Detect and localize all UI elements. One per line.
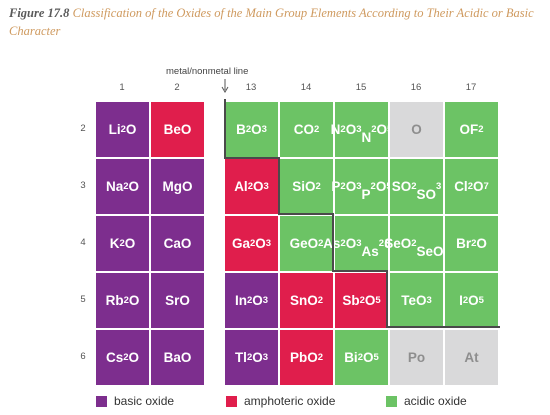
oxide-cell: Al 2 O 3 [224, 158, 279, 215]
oxide-cell: P2O3P2O5 [331, 158, 392, 215]
group-label: 2 [174, 82, 180, 93]
oxide-cell: As2O3As2O5 [323, 215, 400, 272]
legend-label: acidic oxide [404, 394, 467, 408]
oxide-cell: Cl 2 O 7 [444, 158, 499, 215]
group-label: 14 [300, 82, 312, 93]
oxide-cell: Rb 2 O [95, 272, 150, 329]
oxide-cell: OF 2 [444, 101, 499, 158]
metal-nonmetal-line [278, 157, 280, 215]
metal-nonmetal-line [386, 326, 500, 328]
oxide-cell: Ga 2 O 3 [224, 215, 279, 272]
oxide-cell: SrO [150, 272, 205, 329]
oxide-cell: In 2 O 3 [224, 272, 279, 329]
metal-nonmetal-line [278, 213, 334, 215]
oxide-cell: Li 2 O [95, 101, 150, 158]
oxide-cell: TeO 3 [389, 272, 444, 329]
legend-swatch [386, 395, 397, 407]
group-label: 1 [119, 82, 125, 93]
oxide-cell: BeO [150, 101, 205, 158]
oxide-cell: BaO [150, 329, 205, 386]
oxide-cell: SO 2 SO 3 [389, 158, 444, 215]
period-label: 5 [80, 294, 86, 305]
legend-swatch [96, 395, 107, 407]
group-label: 17 [465, 82, 477, 93]
metal-nonmetal-line [224, 157, 280, 159]
oxide-cell: Cs 2 O [95, 329, 150, 386]
legend-item: acidic oxide [386, 394, 467, 408]
oxide-cell: Po [389, 329, 444, 386]
oxide-cell: Sb 2 O 5 [334, 272, 389, 329]
oxide-cell: O [389, 101, 444, 158]
figure-number: Figure 17.8 [9, 6, 70, 20]
metal-nonmetal-label: metal/nonmetal line [166, 66, 249, 77]
oxide-cell: Na 2 O [95, 158, 150, 215]
metal-nonmetal-line [386, 270, 388, 328]
oxide-cell: GeO 2 [279, 215, 334, 272]
period-label: 4 [80, 237, 86, 248]
oxide-cell: Br 2 O [444, 215, 499, 272]
oxide-cell: CaO [150, 215, 205, 272]
legend-item: amphoteric oxide [226, 394, 335, 408]
legend-item: basic oxide [96, 394, 174, 408]
period-label: 3 [80, 180, 86, 191]
oxide-cell: Tl 2 O 3 [224, 329, 279, 386]
oxide-cell: SiO 2 [279, 158, 334, 215]
period-label: 6 [80, 351, 86, 362]
oxide-cell: Bi 2 O 5 [334, 329, 389, 386]
metal-nonmetal-line [332, 270, 388, 272]
oxide-cell: SnO 2 [279, 272, 334, 329]
legend-swatch [226, 395, 237, 407]
period-label: 2 [80, 123, 86, 134]
down-arrow-icon [221, 79, 229, 93]
group-label: 13 [245, 82, 257, 93]
group-label: 15 [355, 82, 367, 93]
oxide-cell: PbO 2 [279, 329, 334, 386]
oxide-cell: N2O3N2O5 [331, 101, 392, 158]
group-label: 16 [410, 82, 422, 93]
legend-label: amphoteric oxide [244, 394, 336, 408]
oxide-cell: At [444, 329, 499, 386]
oxide-cell: CO 2 [279, 101, 334, 158]
legend-label: basic oxide [114, 394, 175, 408]
figure-caption: Figure 17.8 Classification of the Oxides… [9, 4, 549, 40]
metal-nonmetal-line [224, 99, 226, 159]
figure-title: Classification of the Oxides of the Main… [9, 6, 534, 38]
oxide-cell: MgO [150, 158, 205, 215]
metal-nonmetal-line [332, 213, 334, 271]
oxide-cell: SeO2SeO3 [384, 215, 449, 272]
